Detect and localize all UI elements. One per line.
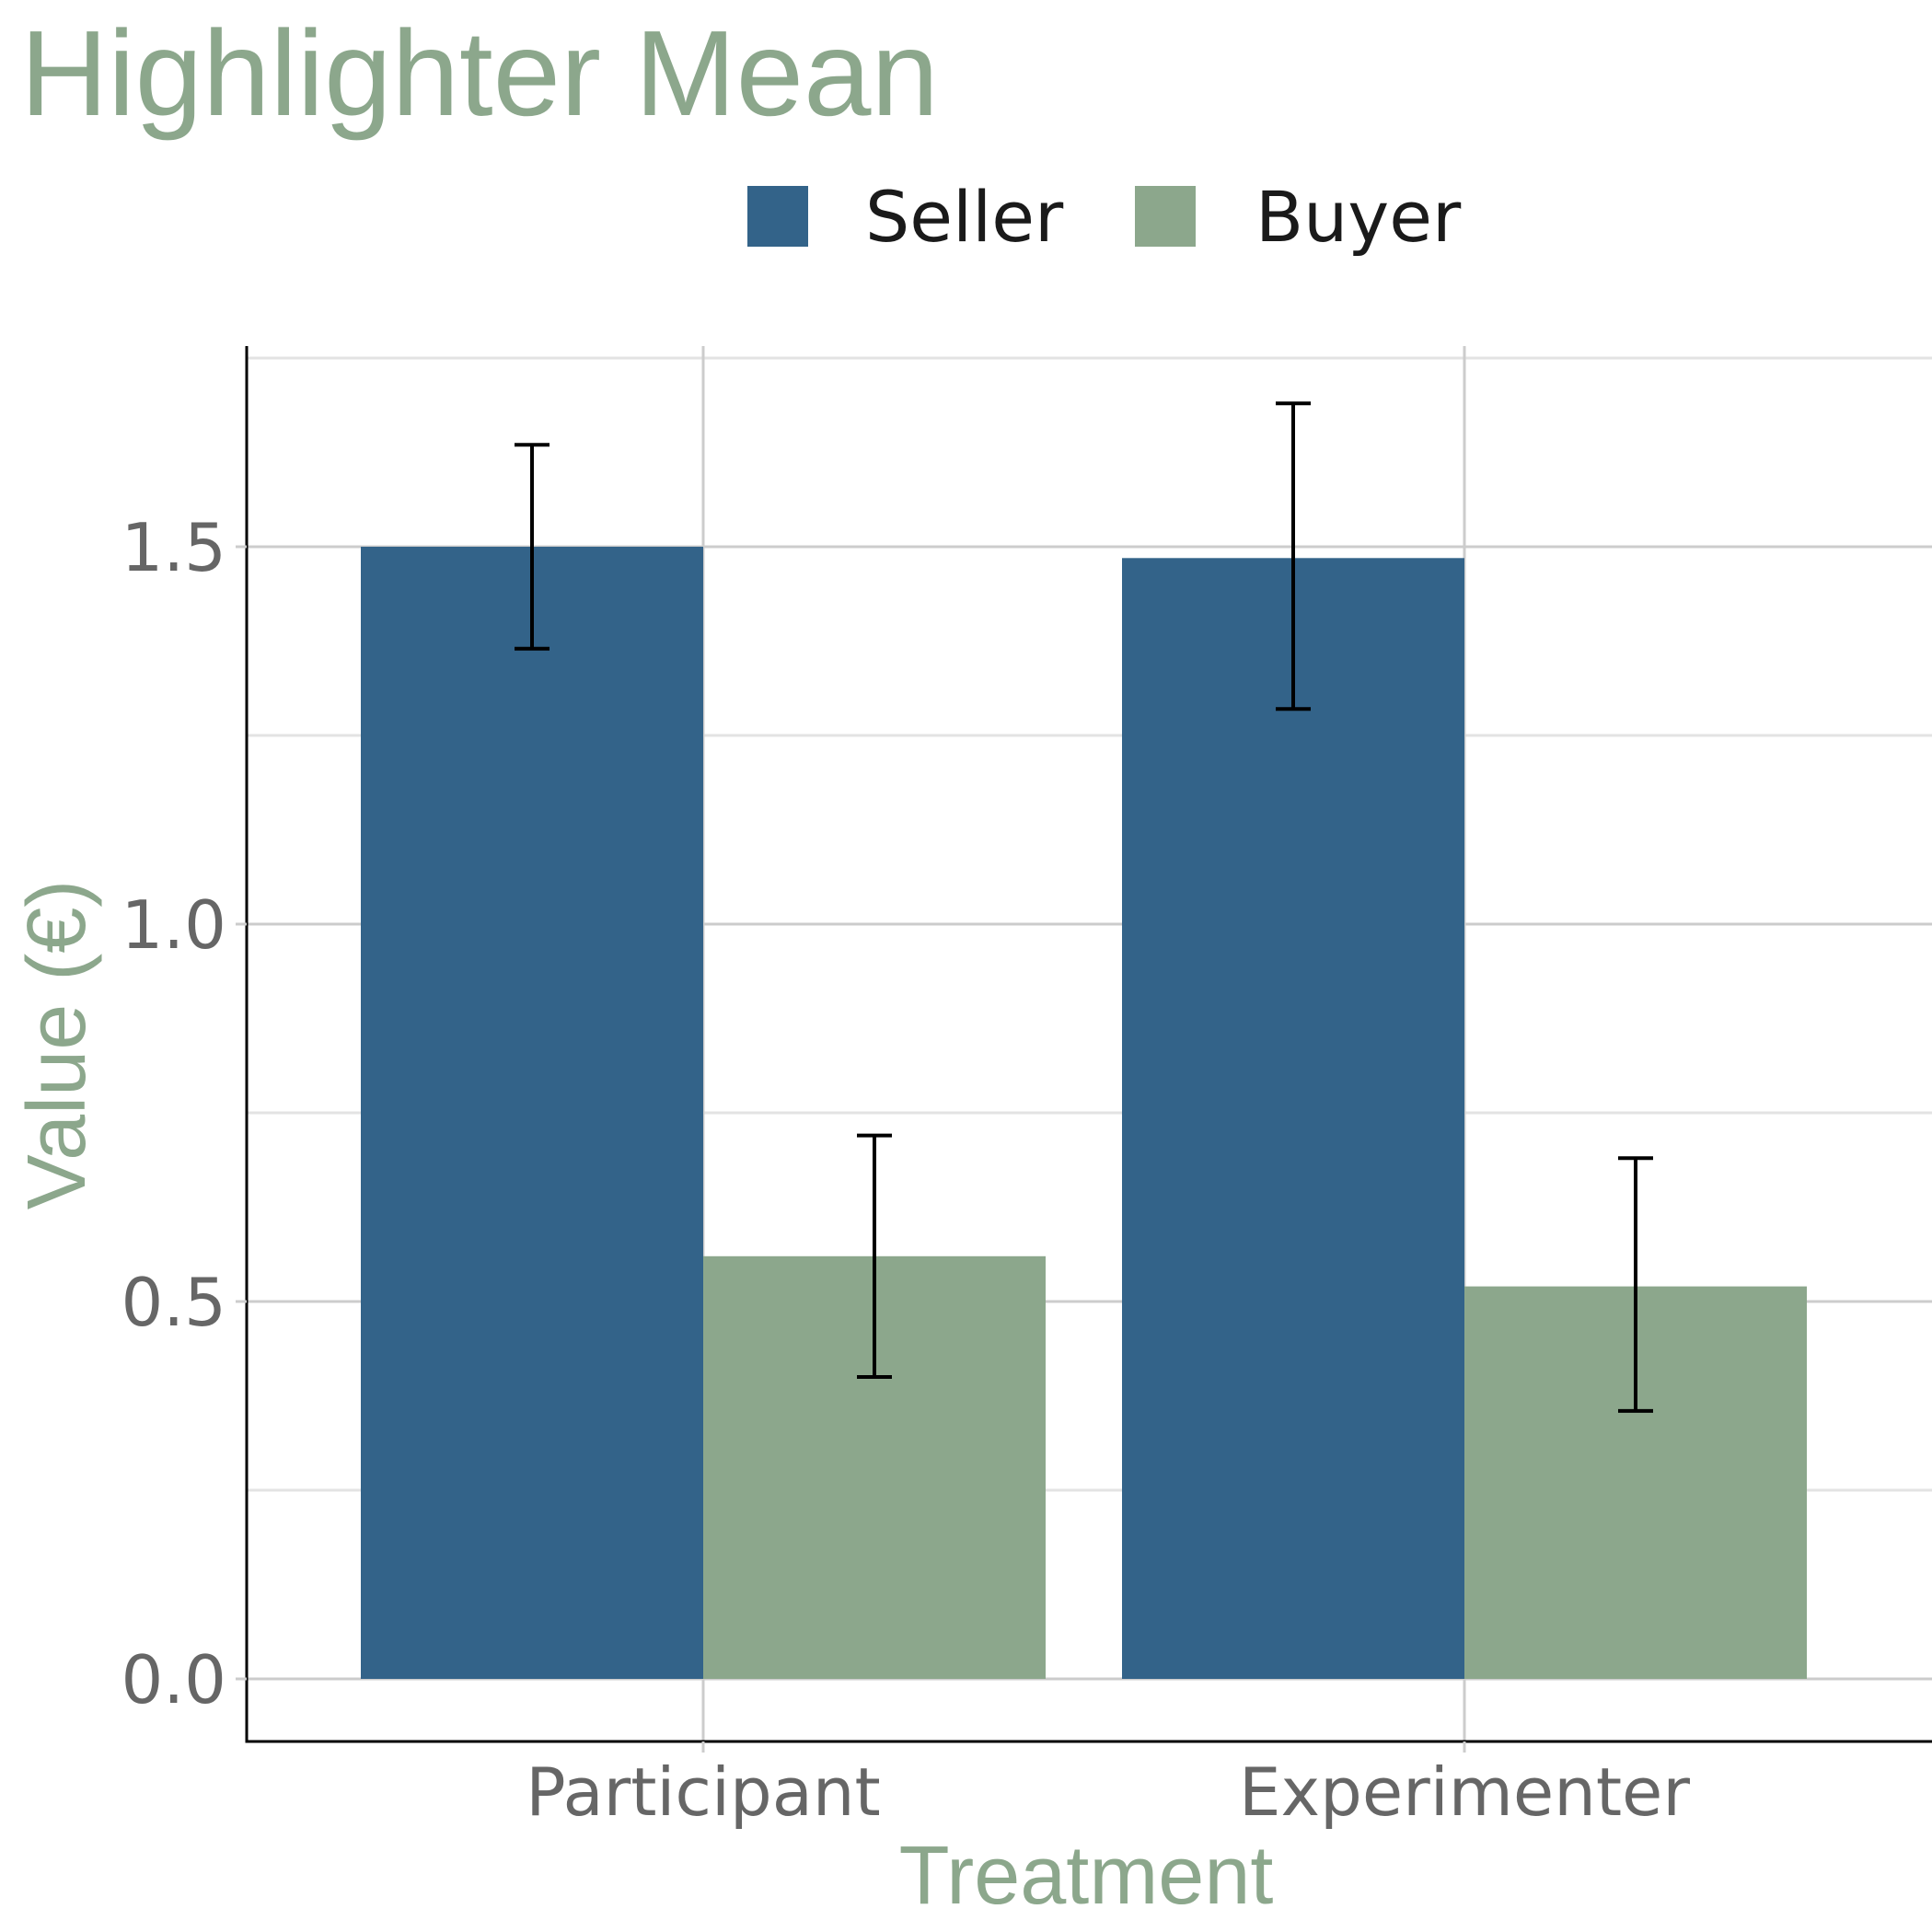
error-bars [515,401,1653,1413]
legend: Seller Buyer [747,176,1462,258]
chart-title: Highlighter Mean [20,6,939,141]
axes [236,346,1932,1753]
x-axis-title: Treatment [899,1830,1274,1922]
y-tick-label: 0.0 [121,1641,226,1718]
bars [361,547,1807,1679]
tick-labels: 0.0 0.5 1.0 1.5 Participant Experimenter [121,509,1690,1831]
legend-swatch-buyer [1135,186,1196,247]
y-tick-label: 1.5 [121,509,226,586]
legend-swatch-seller [747,186,808,247]
y-axis-title: Value (€) [11,880,103,1210]
legend-label-seller: Seller [865,176,1064,258]
x-tick-label: Experimenter [1239,1753,1690,1831]
bar-seller-participant [361,547,703,1679]
legend-label-buyer: Buyer [1255,176,1462,258]
y-tick-label: 1.0 [121,886,226,964]
x-tick-label: Participant [526,1753,880,1831]
y-tick-label: 0.5 [121,1264,226,1341]
bar-seller-experimenter [1122,558,1464,1679]
